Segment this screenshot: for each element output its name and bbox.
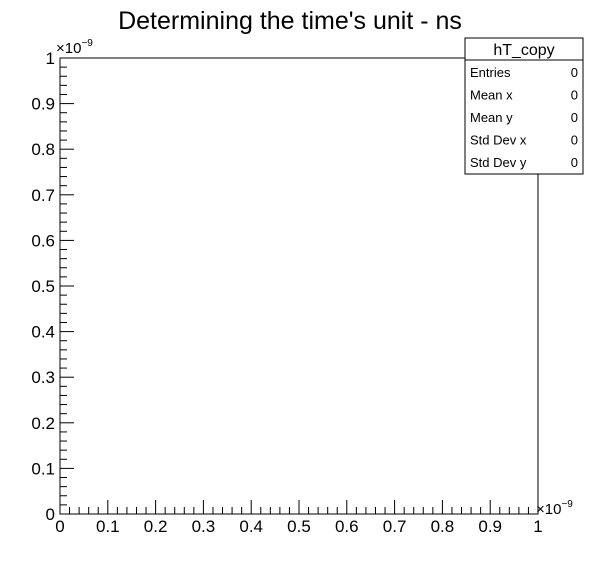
stats-box-rows: Entries 0 Mean x 0 Mean y 0 Std Dev x 0 Std Dev … xyxy=(470,65,578,170)
y-tick-label: 0.1 xyxy=(31,459,55,478)
y-tick-label: 0 xyxy=(46,505,55,524)
y-tick-label: 0.2 xyxy=(31,414,55,433)
y-axis-ticks xyxy=(60,57,74,515)
y-tick-label: 0.6 xyxy=(31,231,55,250)
x-tick-label: 0 xyxy=(55,517,64,536)
y-tick-label: 0.7 xyxy=(31,186,55,205)
stats-row-label: Entries xyxy=(470,65,511,80)
stats-row-value: 0 xyxy=(571,155,578,170)
x-tick-label: 0.7 xyxy=(383,517,407,536)
x-tick-label: 0.3 xyxy=(192,517,216,536)
stats-box-title: hT_copy xyxy=(493,42,554,59)
x-axis-tick-labels: 0 0.1 0.2 0.3 0.4 0.5 0.6 0.7 0.8 0.9 1 xyxy=(55,517,542,536)
stats-box: hT_copy Entries 0 Mean x 0 Mean y 0 Std Dev x 0… xyxy=(464,37,584,175)
stats-row-label: Mean x xyxy=(470,88,513,103)
stats-box-frame xyxy=(464,37,584,175)
y-tick-label: 1 xyxy=(46,49,55,68)
y-tick-label: 0.9 xyxy=(31,95,55,114)
y-tick-label: 0.4 xyxy=(31,323,55,342)
stats-row-value: 0 xyxy=(571,65,578,80)
stats-row-value: 0 xyxy=(571,110,578,125)
x-tick-label: 0.4 xyxy=(239,517,263,536)
y-axis-exponent: ×10−9 xyxy=(56,38,93,57)
stats-row-label: Std Dev x xyxy=(470,133,527,148)
y-axis-tick-labels: 0 0.1 0.2 0.3 0.4 0.5 0.6 0.7 0.8 0.9 1 xyxy=(31,49,55,524)
x-tick-label: 0.5 xyxy=(287,517,311,536)
stats-row-label: Mean y xyxy=(470,110,513,125)
x-axis-exponent: ×10−9 xyxy=(536,499,573,518)
chart-title: Determining the time's unit - ns xyxy=(118,7,462,35)
stats-row-value: 0 xyxy=(571,133,578,148)
y-tick-label: 0.8 xyxy=(31,140,55,159)
y-tick-label: 0.3 xyxy=(31,368,55,387)
x-tick-label: 0.1 xyxy=(96,517,120,536)
x-tick-label: 0.9 xyxy=(478,517,502,536)
x-tick-label: 0.8 xyxy=(431,517,455,536)
x-tick-label: 0.6 xyxy=(335,517,359,536)
x-tick-label: 1 xyxy=(533,517,542,536)
x-axis-ticks xyxy=(59,500,539,514)
y-tick-label: 0.5 xyxy=(31,277,55,296)
stats-row-value: 0 xyxy=(571,88,578,103)
x-tick-label: 0.2 xyxy=(144,517,168,536)
stats-row-label: Std Dev y xyxy=(470,155,527,170)
